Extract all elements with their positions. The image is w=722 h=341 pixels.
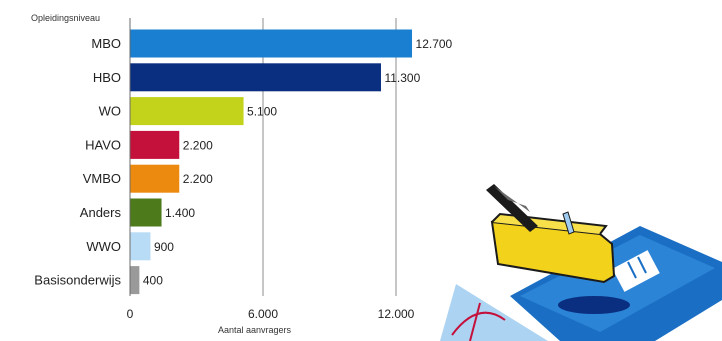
category-label: Basisonderwijs (34, 273, 121, 288)
value-label: 11.300 (384, 71, 420, 85)
bar-havo (130, 130, 180, 159)
x-tick-labels: 0 6.000 12.000 (127, 307, 415, 321)
bar-wwo (130, 232, 151, 261)
category-label: HBO (93, 70, 121, 85)
school-supplies-illustration (440, 184, 722, 341)
bar-vmbo (130, 164, 180, 193)
category-label: VMBO (83, 171, 121, 186)
bar-mbo (130, 29, 413, 58)
value-label: 900 (154, 240, 174, 254)
bars-group: MBO 12.700 HBO 11.300 WO 5.100 HAVO 2.200 VMBO 2.… (34, 29, 453, 295)
value-label: 12.700 (416, 37, 453, 51)
bar-basisonderwijs (130, 266, 140, 295)
category-label: Anders (80, 205, 122, 220)
category-label: WWO (86, 239, 121, 254)
value-label: 2.200 (183, 138, 213, 152)
bar-anders (130, 198, 162, 227)
x-tick-label: 6.000 (248, 307, 278, 321)
value-label: 1.400 (165, 206, 195, 220)
category-label: HAVO (85, 137, 121, 152)
value-label: 2.200 (183, 172, 213, 186)
value-label: 400 (143, 274, 163, 288)
pencil-icon (486, 184, 538, 232)
chart-title: Opleidingsniveau (31, 13, 100, 23)
x-axis-label: Aantal aanvragers (218, 325, 292, 335)
set-square-icon (440, 284, 548, 341)
x-tick-label: 0 (127, 307, 134, 321)
bar-wo (130, 97, 244, 126)
x-tick-label: 12.000 (378, 307, 415, 321)
category-label: MBO (91, 36, 121, 51)
category-label: WO (99, 104, 121, 119)
value-label: 5.100 (247, 105, 277, 119)
bar-hbo (130, 63, 381, 92)
